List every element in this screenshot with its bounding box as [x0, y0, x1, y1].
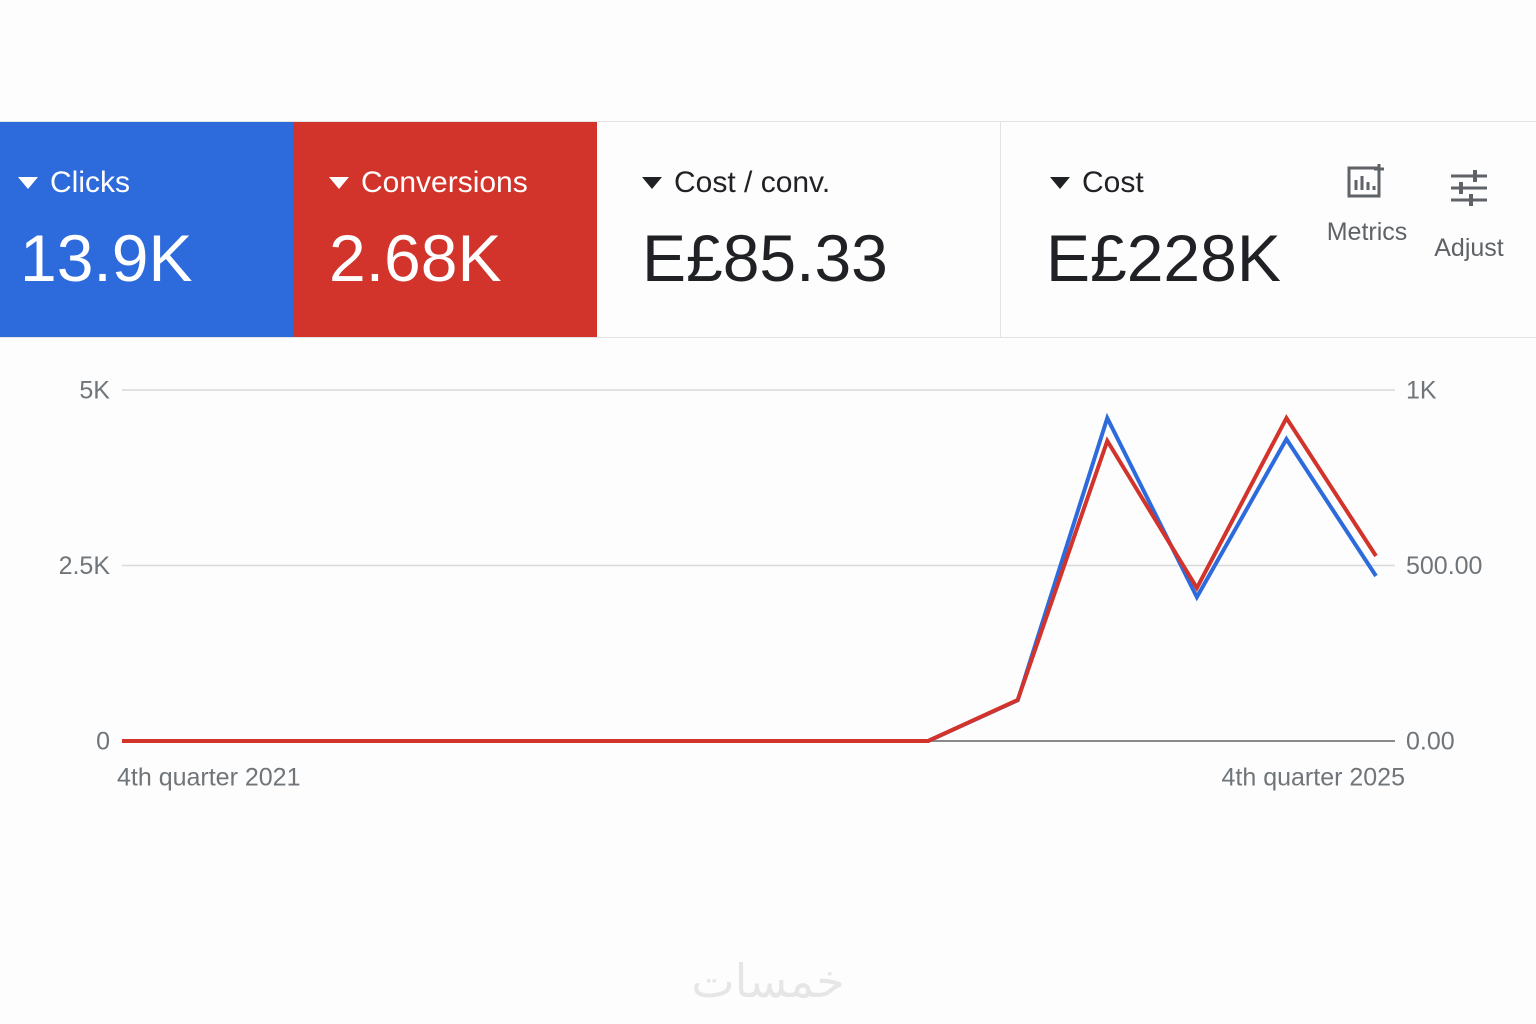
metrics-icon	[1347, 164, 1384, 198]
series-line	[122, 412, 1378, 743]
y-tick-label: 5K	[79, 377, 110, 405]
x-tick-label: 4th quarter 2025	[1222, 764, 1405, 792]
adjust-icon	[1451, 170, 1487, 206]
metrics-label: Metrics	[1326, 218, 1408, 246]
clicks-card[interactable]: Clicks 13.9K	[0, 121, 293, 338]
adjust-button[interactable]: Adjust	[1424, 170, 1514, 263]
card-label: Conversions	[329, 166, 528, 200]
card-value: E£228K	[1046, 221, 1281, 295]
metrics-button[interactable]: Metrics	[1318, 162, 1416, 247]
y-tick-label: 0	[96, 728, 110, 756]
y2-tick-label: 1K	[1406, 377, 1437, 405]
label-text: Cost / conv.	[674, 166, 831, 199]
y2-tick-label: 500.00	[1406, 552, 1482, 580]
label-text: Conversions	[361, 166, 528, 199]
card-value: E£85.33	[642, 221, 888, 295]
y2-tick-label: 0.00	[1406, 728, 1455, 756]
label-text: Clicks	[50, 166, 130, 199]
conversions-card[interactable]: Conversions 2.68K	[293, 121, 597, 338]
cost-card[interactable]: Cost E£228K	[1001, 121, 1536, 338]
x-tick-label: 4th quarter 2021	[117, 764, 300, 792]
cost-per-conv-card[interactable]: Cost / conv. E£85.33	[597, 121, 1001, 338]
card-label: Cost / conv.	[642, 166, 830, 200]
watermark: خمسات	[691, 955, 844, 1007]
adjust-label: Adjust	[1434, 234, 1504, 262]
series-line	[122, 414, 1378, 743]
label-text: Cost	[1082, 166, 1144, 199]
y-tick-label: 2.5K	[59, 552, 111, 580]
card-label: Clicks	[18, 166, 130, 200]
card-value: 13.9K	[20, 221, 193, 295]
card-label: Cost	[1050, 166, 1144, 200]
card-value: 2.68K	[329, 221, 502, 295]
